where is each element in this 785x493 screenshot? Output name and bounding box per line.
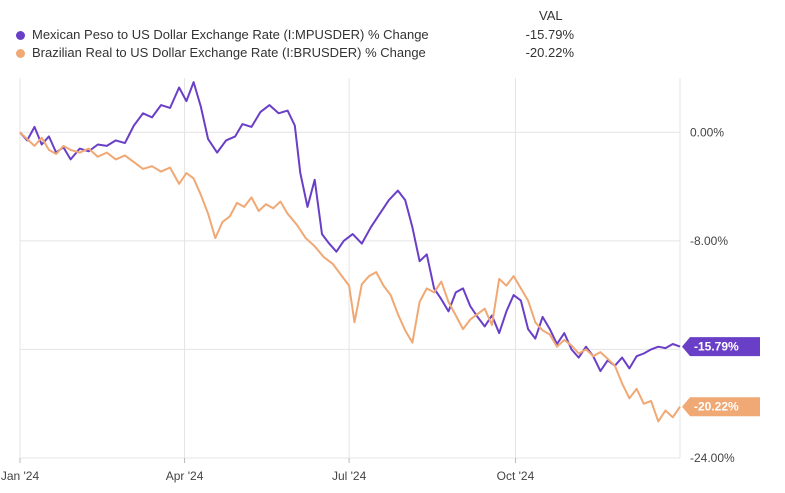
y-tick-label: -8.00% <box>690 234 728 248</box>
x-tick-label: Oct '24 <box>497 469 535 483</box>
legend-name-mxn: Mexican Peso to US Dollar Exchange Rate … <box>32 27 429 42</box>
legend-name-brl: Brazilian Real to US Dollar Exchange Rat… <box>32 45 426 60</box>
legend-item-brl[interactable]: Brazilian Real to US Dollar Exchange Rat… <box>14 44 574 62</box>
end-labels: -15.79% -20.22% <box>682 337 760 417</box>
legend-item-mxn[interactable]: Mexican Peso to US Dollar Exchange Rate … <box>14 26 574 44</box>
end-label-tag-0 <box>682 337 760 357</box>
y-tick-label: -24.00% <box>690 451 735 465</box>
series-lines <box>19 81 681 423</box>
x-axis: Jan '24 Apr '24 Jul '24 Oct '24 <box>1 458 535 483</box>
series-line-1 <box>19 131 681 423</box>
end-label-text-1: -20.22% <box>694 400 739 414</box>
legend-value-mxn: -15.79% <box>525 27 574 42</box>
legend-value-brl: -20.22% <box>525 45 574 60</box>
grid <box>19 78 681 459</box>
x-tick-label: Jul '24 <box>332 469 367 483</box>
legend-dot-brl <box>16 49 25 58</box>
legend-value-header: VAL <box>539 8 563 23</box>
x-tick-label: Apr '24 <box>166 469 204 483</box>
end-label-tag-1 <box>682 397 760 417</box>
legend-dot-mxn <box>16 31 25 40</box>
series-line-0 <box>19 81 681 373</box>
y-tick-label: 0.00% <box>690 125 724 139</box>
x-tick-label: Jan '24 <box>1 469 40 483</box>
end-label-text-0: -15.79% <box>694 340 739 354</box>
